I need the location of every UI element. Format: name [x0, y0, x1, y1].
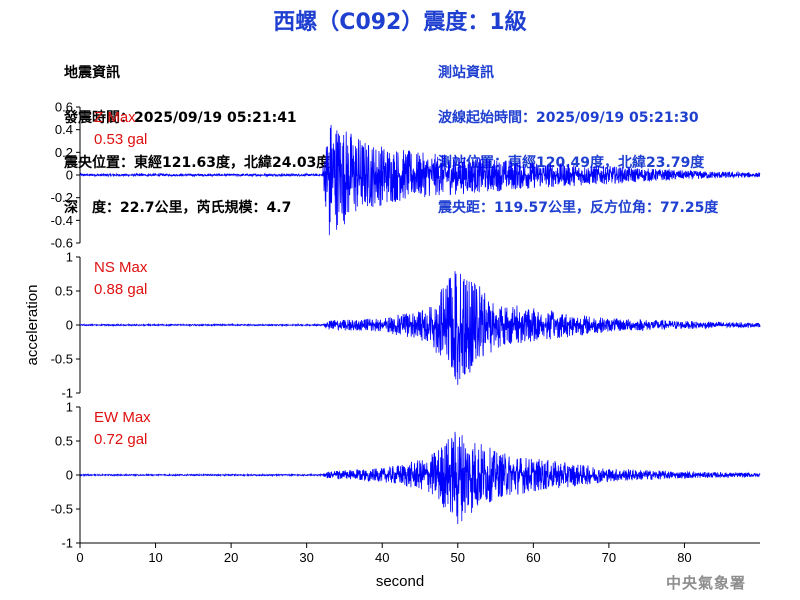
y-tick-label: -0.5: [51, 352, 73, 367]
y-tick-label: -0.2: [51, 190, 73, 205]
depth-magnitude: 深 度：22.7公里，芮氏規模：4.7: [64, 200, 292, 216]
y-tick-label: 0.4: [55, 122, 73, 137]
y-tick-label: -1: [61, 536, 73, 551]
x-axis-title: second: [376, 573, 424, 590]
max-value-label: 0.88 gal: [94, 281, 147, 298]
station-info-heading: 測站資訊: [438, 65, 494, 81]
max-value-label: 0.53 gal: [94, 131, 147, 148]
max-label: NS Max: [94, 259, 148, 276]
y-axis-title: acceleration: [24, 285, 41, 366]
quake-info: 地震資訊 發震時間：2025/09/19 05:21:41 震央位置：東經121…: [64, 36, 330, 231]
waveform-trace-z: [79, 124, 761, 236]
y-tick-label: 0.5: [55, 434, 73, 449]
max-label: EW Max: [94, 409, 151, 426]
max-value-label: 0.72 gal: [94, 431, 147, 448]
waveform-trace-ns: [79, 271, 761, 385]
y-tick-label: 1: [66, 400, 73, 415]
x-tick-label: 30: [299, 550, 313, 565]
y-tick-label: 1: [66, 250, 73, 265]
y-tick-label: 0: [66, 318, 73, 333]
y-tick-label: 0: [66, 168, 73, 183]
max-label: Z Max: [94, 109, 136, 126]
epicentral-distance: 震央距：119.57公里，反方位角：77.25度: [438, 200, 719, 216]
chart-title: 西螺（C092）震度：1級: [273, 10, 527, 35]
x-tick-label: 60: [526, 550, 540, 565]
x-tick-label: 20: [224, 550, 238, 565]
y-tick-label: -0.6: [51, 236, 73, 251]
origin-time: 發震時間：2025/09/19 05:21:41: [64, 110, 297, 126]
y-tick-label: -0.4: [51, 213, 73, 228]
station-info: 測站資訊 波線起始時間：2025/09/19 05:21:30 測站位置：東經1…: [438, 36, 718, 231]
x-tick-label: 70: [602, 550, 616, 565]
epicenter-location: 震央位置：東經121.63度，北緯24.03度: [64, 155, 331, 171]
y-tick-label: 0.6: [55, 100, 73, 115]
agency-watermark: 中央氣象署: [665, 574, 746, 592]
y-tick-label: 0: [66, 468, 73, 483]
x-tick-label: 0: [76, 550, 83, 565]
y-tick-label: -1: [61, 386, 73, 401]
waveform-start-time: 波線起始時間：2025/09/19 05:21:30: [438, 110, 699, 126]
x-tick-label: 80: [677, 550, 691, 565]
x-tick-label: 10: [148, 550, 162, 565]
y-tick-label: 0.5: [55, 284, 73, 299]
x-tick-label: 50: [451, 550, 465, 565]
y-tick-label: -0.5: [51, 502, 73, 517]
y-tick-label: 0.2: [55, 145, 73, 160]
quake-info-heading: 地震資訊: [64, 65, 120, 81]
waveform-trace-ew: [79, 431, 761, 524]
x-tick-label: 40: [375, 550, 389, 565]
